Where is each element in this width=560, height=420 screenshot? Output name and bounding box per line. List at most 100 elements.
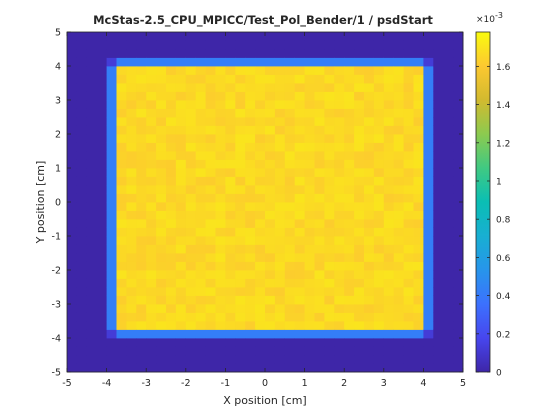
heatmap-cell: [334, 321, 345, 330]
heatmap-cell: [453, 176, 464, 186]
heatmap-cell: [304, 57, 315, 67]
heatmap-cell: [334, 32, 345, 41]
heatmap-cell: [274, 176, 286, 186]
heatmap-cell: [364, 74, 375, 84]
heatmap-cell: [175, 338, 187, 347]
heatmap-cell: [383, 134, 395, 143]
heatmap-cell: [146, 83, 157, 92]
heatmap-cell: [116, 321, 127, 330]
heatmap-cell: [324, 355, 335, 364]
heatmap-cell: [76, 91, 88, 101]
heatmap-cell: [166, 83, 177, 92]
heatmap-cell: [393, 338, 404, 347]
heatmap-cell: [433, 236, 444, 245]
heatmap-cell: [413, 278, 424, 288]
heatmap-cell: [136, 193, 147, 203]
heatmap-cell: [146, 159, 157, 169]
heatmap-cell: [96, 66, 107, 75]
heatmap-cell: [67, 32, 78, 41]
heatmap-cell: [393, 185, 404, 194]
heatmap-cell: [215, 278, 226, 288]
heatmap-cell: [423, 219, 434, 228]
heatmap-cell: [86, 278, 98, 288]
heatmap-cell: [96, 312, 107, 322]
heatmap-cell: [373, 108, 385, 118]
heatmap-cell: [433, 329, 444, 339]
heatmap-cell: [413, 287, 424, 296]
heatmap-cell: [433, 108, 444, 118]
heatmap-cell: [255, 236, 266, 245]
y-tick-label: 3: [55, 96, 61, 107]
heatmap-cell: [185, 168, 197, 177]
heatmap-cell: [215, 304, 226, 313]
heatmap-cell: [423, 117, 434, 126]
heatmap-cell: [373, 346, 385, 356]
heatmap-cell: [116, 219, 127, 228]
heatmap-cell: [76, 236, 88, 245]
heatmap-cell: [235, 329, 246, 339]
heatmap-cell: [255, 117, 266, 126]
heatmap-cell: [136, 168, 147, 177]
heatmap-cell: [284, 49, 296, 58]
heatmap-cell: [205, 321, 216, 330]
heatmap-cell: [284, 159, 296, 169]
heatmap-cell: [453, 40, 464, 50]
heatmap-cell: [284, 312, 296, 322]
heatmap-cell: [453, 321, 464, 330]
heatmap-cell: [403, 193, 414, 203]
heatmap-cell: [403, 346, 414, 356]
heatmap-cell: [146, 108, 157, 118]
heatmap-cell: [67, 185, 78, 194]
heatmap-cell: [413, 261, 424, 271]
heatmap-cell: [136, 210, 147, 220]
heatmap-cell: [443, 125, 454, 135]
heatmap-cell: [364, 244, 375, 254]
heatmap-cell: [364, 261, 375, 271]
heatmap-cell: [344, 125, 355, 135]
heatmap-cell: [215, 210, 226, 220]
heatmap-cell: [364, 159, 375, 169]
heatmap-cell: [324, 83, 335, 92]
heatmap-cell: [373, 295, 385, 305]
heatmap-cell: [413, 193, 424, 203]
heatmap-cell: [166, 57, 177, 67]
heatmap-cell: [344, 108, 355, 118]
heatmap-cell: [195, 168, 206, 177]
heatmap-cell: [423, 236, 434, 245]
heatmap-cell: [413, 83, 424, 92]
heatmap-cell: [383, 193, 395, 203]
heatmap-cell: [403, 66, 414, 75]
heatmap-cell: [156, 321, 167, 330]
heatmap-cell: [294, 40, 305, 50]
heatmap-cell: [67, 253, 78, 262]
heatmap-cell: [423, 321, 434, 330]
heatmap-cell: [225, 219, 236, 228]
heatmap-cell: [215, 295, 226, 305]
heatmap-cell: [205, 49, 216, 58]
heatmap-cell: [76, 346, 88, 356]
heatmap-cell: [126, 66, 137, 75]
heatmap-cell: [205, 338, 216, 347]
heatmap-cell: [185, 236, 197, 245]
heatmap-cell: [106, 227, 117, 237]
heatmap-cell: [195, 210, 206, 220]
heatmap-cell: [265, 346, 276, 356]
heatmap-cell: [294, 295, 305, 305]
heatmap-cell: [106, 134, 117, 143]
heatmap-cell: [67, 278, 78, 288]
heatmap-cell: [156, 108, 167, 118]
heatmap-cell: [136, 261, 147, 271]
colorbar-ticks: 00.20.40.60.811.21.41.6: [476, 63, 511, 379]
heatmap-cell: [393, 176, 404, 186]
heatmap-cell: [453, 66, 464, 75]
heatmap-cell: [403, 312, 414, 322]
heatmap-cell: [443, 142, 454, 152]
heatmap-cell: [403, 100, 414, 109]
heatmap-cell: [86, 227, 98, 237]
heatmap-cell: [255, 304, 266, 313]
heatmap-cell: [314, 159, 325, 169]
heatmap-cell: [106, 321, 117, 330]
heatmap-cell: [245, 270, 256, 279]
heatmap-cell: [373, 278, 385, 288]
heatmap-cell: [185, 74, 197, 84]
